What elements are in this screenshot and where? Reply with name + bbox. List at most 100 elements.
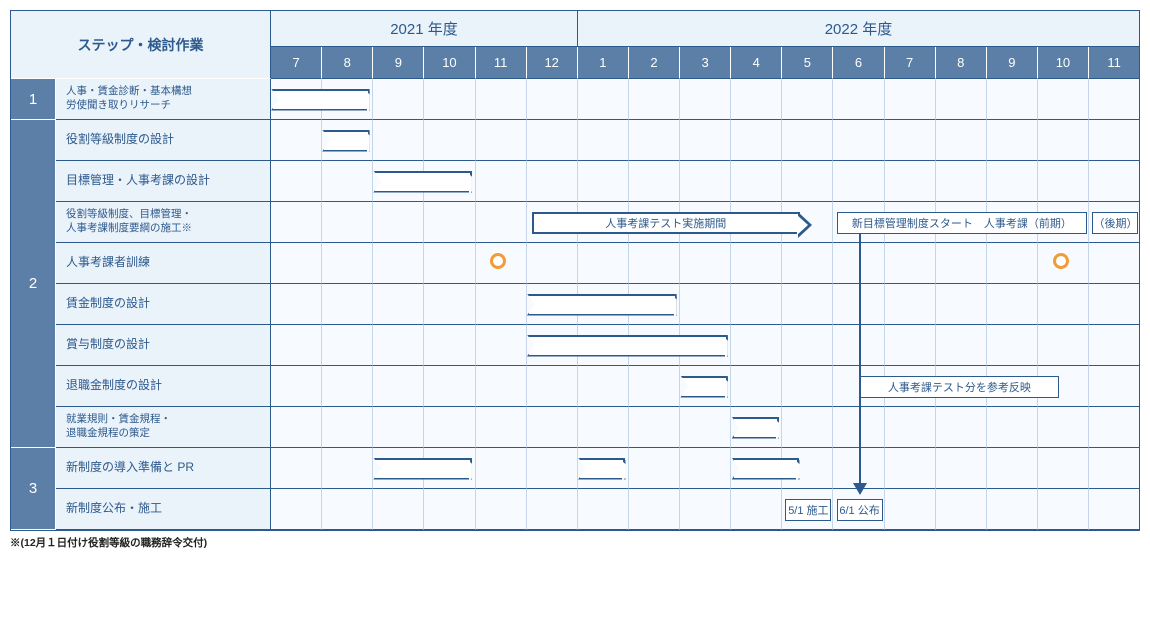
grid-cell xyxy=(885,325,936,366)
month-label: 5 xyxy=(782,47,833,79)
month-label: 12 xyxy=(527,47,578,79)
grid-cell xyxy=(680,448,731,489)
grid-cell xyxy=(476,243,527,284)
year-col-header: 2021 年度2022 年度 7891011121234567891011 xyxy=(271,11,1139,79)
grid-cell xyxy=(731,284,782,325)
grid-cell xyxy=(271,120,322,161)
grid-cell xyxy=(322,407,373,448)
grid-cell xyxy=(271,284,322,325)
grid-cell xyxy=(373,448,424,489)
task-cell: 退職金制度の設計 xyxy=(56,366,271,407)
month-label: 8 xyxy=(322,47,373,79)
grid-cell xyxy=(424,407,475,448)
grid-row xyxy=(271,243,1139,284)
grid-cell xyxy=(322,448,373,489)
grid-cell xyxy=(629,366,680,407)
grid-cell xyxy=(424,202,475,243)
month-label: 10 xyxy=(1038,47,1089,79)
grid-cell xyxy=(527,79,578,120)
grid-cell xyxy=(1038,161,1089,202)
grid-cell xyxy=(782,243,833,284)
grid-cell xyxy=(527,489,578,530)
grid-cell xyxy=(833,120,884,161)
grid-row xyxy=(271,202,1139,243)
grid-cell xyxy=(1038,448,1089,489)
month-label: 2 xyxy=(629,47,680,79)
month-label: 9 xyxy=(373,47,424,79)
grid-cell xyxy=(578,161,629,202)
grid-cell xyxy=(322,284,373,325)
grid-cell xyxy=(782,489,833,530)
grid-cell xyxy=(271,79,322,120)
grid-cell xyxy=(680,325,731,366)
grid-cell xyxy=(885,243,936,284)
grid-cell xyxy=(424,325,475,366)
grid-cell xyxy=(680,120,731,161)
body-rows: 1人事・賃金診断・基本構想 労使聞き取りリサーチ2役割等級制度の設計目標管理・人… xyxy=(11,79,1139,530)
grid-cell xyxy=(680,79,731,120)
grid-cell xyxy=(833,79,884,120)
grid-row xyxy=(271,284,1139,325)
month-label: 4 xyxy=(731,47,782,79)
grid-cell xyxy=(578,448,629,489)
grid-cell xyxy=(680,243,731,284)
grid-cell xyxy=(476,407,527,448)
grid-cell xyxy=(885,120,936,161)
grid-cell xyxy=(424,366,475,407)
grid-cell xyxy=(578,325,629,366)
grid-cell xyxy=(476,284,527,325)
grid-cell xyxy=(731,366,782,407)
grid-cell xyxy=(322,202,373,243)
task-cell: 新制度公布・施工 xyxy=(56,489,271,530)
grid-cell xyxy=(936,284,987,325)
grid-cell xyxy=(1089,120,1139,161)
grid-cell xyxy=(578,243,629,284)
grid-cell xyxy=(373,202,424,243)
grid-cell xyxy=(373,79,424,120)
step-row: 2役割等級制度の設計目標管理・人事考課の設計役割等級制度、目標管理・ 人事考課制… xyxy=(11,120,1139,448)
grid-cell xyxy=(680,284,731,325)
step-num: 2 xyxy=(11,120,56,448)
grid-cell xyxy=(527,325,578,366)
task-cell: 人事・賃金診断・基本構想 労使聞き取りリサーチ xyxy=(56,79,271,120)
gantt-chart: ステップ・検討作業 2021 年度2022 年度 789101112123456… xyxy=(10,10,1140,531)
grid-cell xyxy=(527,284,578,325)
grid-col xyxy=(271,448,1139,530)
task-cell: 賞与制度の設計 xyxy=(56,325,271,366)
task-cell: 役割等級制度、目標管理・ 人事考課制度要綱の施工※ xyxy=(56,202,271,243)
grid-cell xyxy=(731,161,782,202)
grid-cell xyxy=(885,79,936,120)
grid-cell xyxy=(629,284,680,325)
grid-row xyxy=(271,366,1139,407)
grid-cell xyxy=(731,448,782,489)
grid-cell xyxy=(1038,489,1089,530)
grid-cell xyxy=(1038,325,1089,366)
month-label: 8 xyxy=(936,47,987,79)
grid-cell xyxy=(629,79,680,120)
grid-cell xyxy=(936,407,987,448)
grid-cell xyxy=(1038,407,1089,448)
grid-cell xyxy=(936,325,987,366)
grid-cell xyxy=(424,120,475,161)
grid-cell xyxy=(885,366,936,407)
grid-col xyxy=(271,120,1139,448)
task-col: 新制度の導入準備と PR新制度公布・施工 xyxy=(56,448,271,530)
grid-cell xyxy=(527,202,578,243)
grid-cell xyxy=(271,366,322,407)
task-cell: 賃金制度の設計 xyxy=(56,284,271,325)
grid-cell xyxy=(885,202,936,243)
grid-cell xyxy=(731,79,782,120)
grid-row xyxy=(271,325,1139,366)
step-row: 3新制度の導入準備と PR新制度公布・施工 xyxy=(11,448,1139,530)
grid-cell xyxy=(987,325,1038,366)
grid-cell xyxy=(680,489,731,530)
grid-cell xyxy=(271,489,322,530)
grid-cell xyxy=(936,366,987,407)
grid-cell xyxy=(373,120,424,161)
grid-cell xyxy=(322,243,373,284)
grid-cell xyxy=(476,161,527,202)
grid-cell xyxy=(629,407,680,448)
grid-cell xyxy=(271,407,322,448)
grid-cell xyxy=(680,202,731,243)
grid-cell xyxy=(271,243,322,284)
